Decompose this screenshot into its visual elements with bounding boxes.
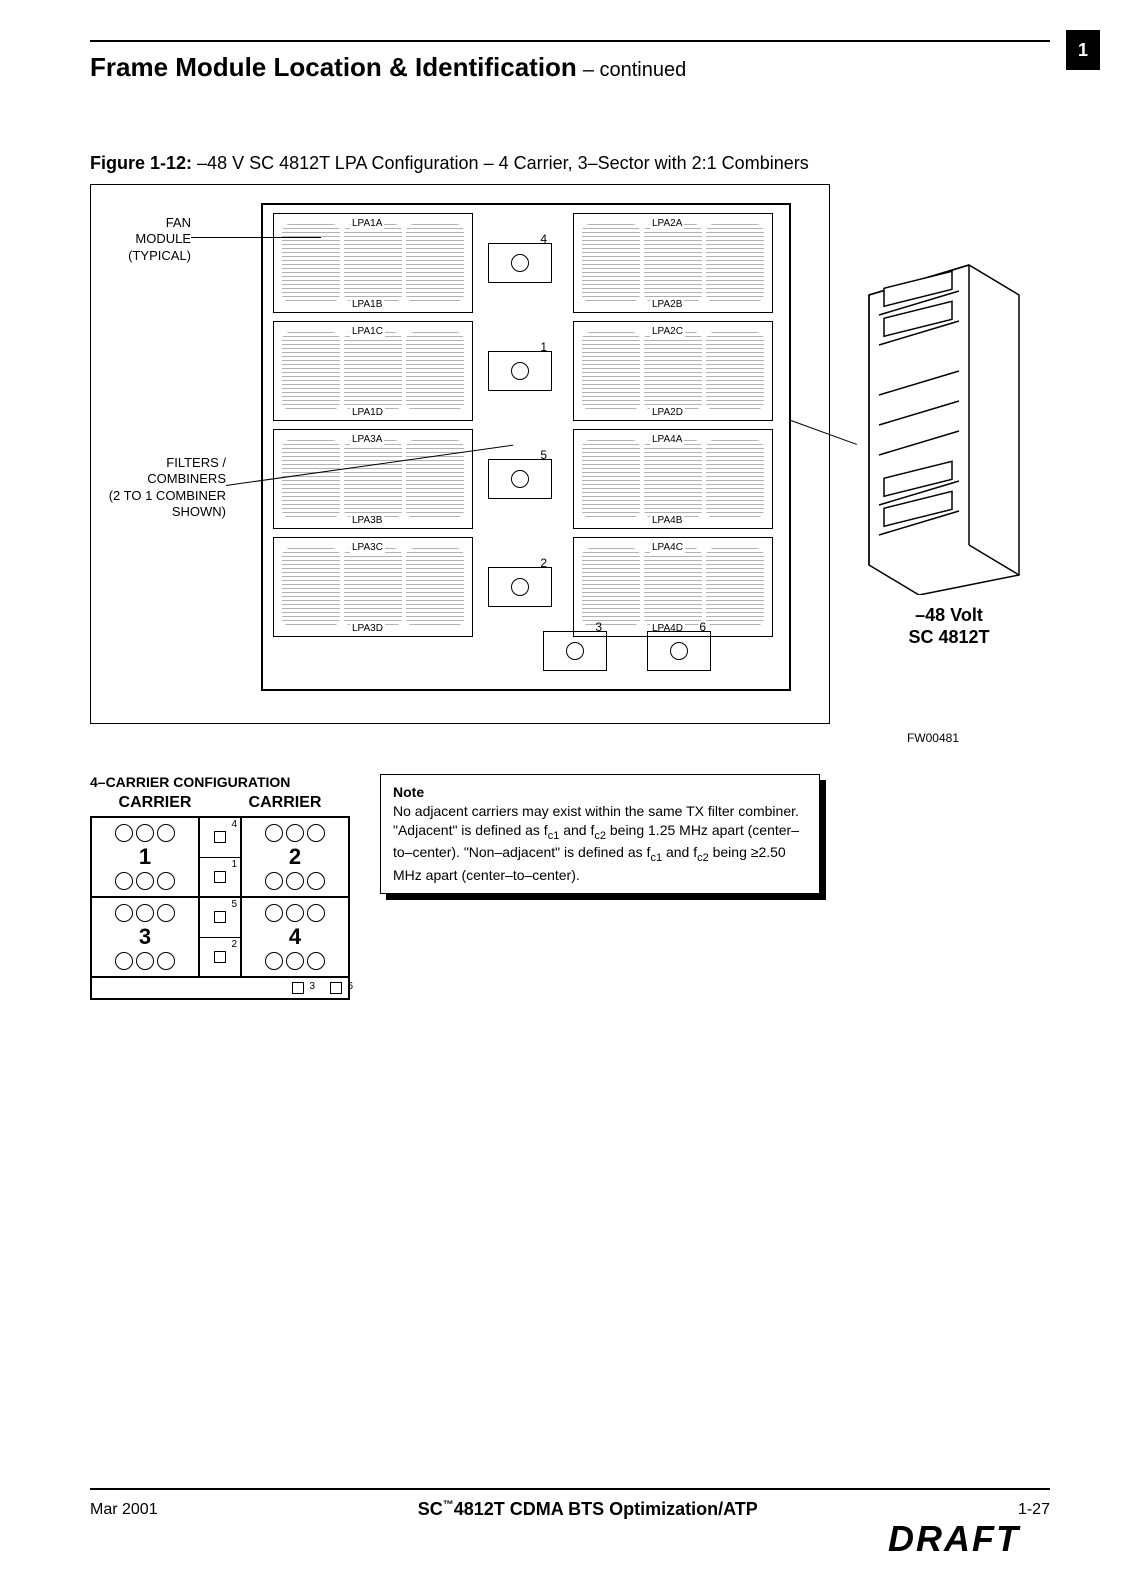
chapter-tab-num: 1: [1078, 40, 1088, 61]
footer: Mar 2001 SC™4812T CDMA BTS Optimization/…: [90, 1499, 1050, 1520]
combiner-num: 6: [699, 620, 706, 634]
lpa-module: LPA2A LPA2B: [573, 213, 773, 313]
cabinet-label-l2: SC 4812T: [849, 627, 1049, 649]
slot-num: 3: [309, 981, 315, 992]
slot-num: 2: [231, 939, 237, 950]
leader-cabinet: [791, 420, 857, 445]
figure-frame: FAN MODULE (TYPICAL) FILTERS / COMBINERS…: [90, 184, 830, 724]
combiner: 3: [543, 631, 607, 671]
lpa-label: LPA4B: [650, 515, 684, 526]
figure-title: –48 V SC 4812T LPA Configuration – 4 Car…: [197, 153, 809, 173]
lpa-label: LPA4A: [650, 434, 684, 445]
note-body: No adjacent carriers may exist within th…: [393, 803, 799, 883]
lpa-label: LPA1D: [350, 407, 385, 418]
note-box: Note No adjacent carriers may exist with…: [380, 774, 820, 894]
lpa-label: LPA1B: [350, 299, 384, 310]
slot-num: 5: [231, 899, 237, 910]
cabinet-label-l1: –48 Volt: [849, 605, 1049, 627]
header-main: Frame Module Location & Identification: [90, 52, 577, 83]
lpa-label: LPA1A: [350, 218, 384, 229]
lpa-module: LPA3C LPA3D: [273, 537, 473, 637]
carrier-section: 4–CARRIER CONFIGURATION CARRIER CARRIER …: [90, 774, 1050, 1000]
lpa-label: LPA2C: [650, 326, 685, 337]
callout-fan-l3: (TYPICAL): [101, 248, 191, 264]
slot-num: 4: [231, 819, 237, 830]
combiner-num: 4: [540, 232, 547, 246]
lpa-label: LPA2B: [650, 299, 684, 310]
carrier-num: 1: [139, 846, 151, 868]
lpa-module: LPA4C LPA4D: [573, 537, 773, 637]
footer-rule: [90, 1488, 1050, 1490]
lpa-label: LPA3D: [350, 623, 385, 634]
combiner-num: 3: [595, 620, 602, 634]
combiner: 6: [647, 631, 711, 671]
combiner: 5: [488, 459, 552, 499]
callout-filt-l2: COMBINERS: [81, 471, 226, 487]
figure-label: Figure 1-12:: [90, 153, 192, 173]
lpa-label: LPA3A: [350, 434, 384, 445]
callout-filters: FILTERS / COMBINERS (2 TO 1 COMBINER SHO…: [81, 455, 226, 520]
callout-fan: FAN MODULE (TYPICAL): [101, 215, 191, 264]
lpa-label: LPA3C: [350, 542, 385, 553]
footer-center: SC™4812T CDMA BTS Optimization/ATP: [418, 1499, 758, 1520]
lpa-label: LPA4C: [650, 542, 685, 553]
carrier-num: 3: [139, 926, 151, 948]
callout-filt-l1: FILTERS /: [81, 455, 226, 471]
carrier-row: 1 4 1 2: [92, 818, 348, 898]
callout-fan-l1: FAN: [101, 215, 191, 231]
callout-fan-l2: MODULE: [101, 231, 191, 247]
lpa-label: LPA2A: [650, 218, 684, 229]
lpa-frame: LPA1A LPA1B 4 LPA2A LPA2B LPA1C LPA1D: [261, 203, 791, 691]
draft-watermark: DRAFT: [888, 1518, 1020, 1560]
combiner: 1: [488, 351, 552, 391]
figure-caption: Figure 1-12: –48 V SC 4812T LPA Configur…: [90, 153, 1050, 174]
combiner-num: 1: [540, 340, 547, 354]
combiner: 2: [488, 567, 552, 607]
carrier-row: 3 5 2 4: [92, 898, 348, 978]
carrier-num: 2: [289, 846, 301, 868]
lpa-module: LPA1A LPA1B: [273, 213, 473, 313]
carrier-frame: 1 4 1 2 3: [90, 816, 350, 1000]
lpa-label: LPA2D: [650, 407, 685, 418]
slot-num: 1: [231, 859, 237, 870]
slot-num: 6: [347, 981, 353, 992]
combiner-num: 2: [540, 556, 547, 570]
lpa-label: LPA1C: [350, 326, 385, 337]
lpa-module: LPA1C LPA1D: [273, 321, 473, 421]
combiner: 4: [488, 243, 552, 283]
footer-right: 1-27: [1018, 1501, 1050, 1519]
lpa-label: LPA3B: [350, 515, 384, 526]
carrier-title: 4–CARRIER CONFIGURATION: [90, 774, 350, 790]
callout-filt-l4: SHOWN): [81, 504, 226, 520]
note-title: Note: [393, 784, 424, 800]
lpa-module: LPA4A LPA4B: [573, 429, 773, 529]
footer-left: Mar 2001: [90, 1501, 158, 1519]
lpa-module: LPA3A LPA3B: [273, 429, 473, 529]
cabinet-label: –48 Volt SC 4812T: [849, 605, 1049, 648]
combiner-num: 5: [540, 448, 547, 462]
fw-ref: FW00481: [907, 731, 959, 745]
cabinet-drawing: [849, 255, 1039, 595]
lpa-module: LPA2C LPA2D: [573, 321, 773, 421]
chapter-tab: 1: [1066, 30, 1100, 70]
carrier-bottom: 3 6: [92, 978, 348, 998]
header-cont: – continued: [583, 59, 686, 82]
page-header: Frame Module Location & Identification –…: [90, 52, 1050, 83]
top-rule: [90, 40, 1050, 42]
carrier-col-right: CARRIER: [249, 794, 322, 812]
carrier-col-left: CARRIER: [119, 794, 192, 812]
carrier-num: 4: [289, 926, 301, 948]
callout-filt-l3: (2 TO 1 COMBINER: [81, 488, 226, 504]
